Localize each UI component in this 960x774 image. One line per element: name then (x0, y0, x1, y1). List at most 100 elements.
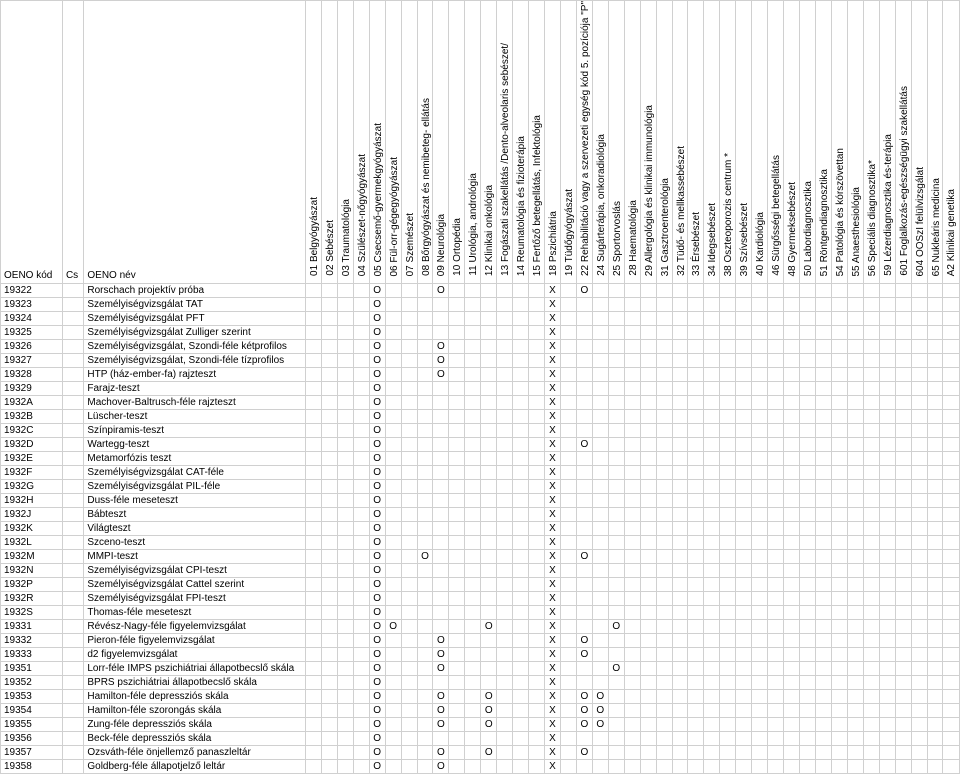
cell-mark[interactable] (305, 676, 321, 690)
cell-code[interactable]: 19354 (1, 704, 63, 718)
cell-mark[interactable] (895, 704, 911, 718)
cell-mark[interactable] (800, 452, 816, 466)
cell-mark[interactable] (481, 410, 497, 424)
cell-mark[interactable] (640, 732, 656, 746)
cell-mark[interactable] (815, 312, 831, 326)
cell-mark[interactable] (640, 340, 656, 354)
cell-mark[interactable] (353, 648, 369, 662)
cell-mark[interactable] (353, 480, 369, 494)
cell-mark[interactable] (752, 340, 768, 354)
cell-mark[interactable] (321, 508, 337, 522)
header-category[interactable]: 25 Sportorvoslás (608, 1, 624, 284)
cell-mark[interactable]: O (433, 718, 449, 732)
cell-mark[interactable] (800, 326, 816, 340)
cell-mark[interactable] (863, 312, 879, 326)
cell-mark[interactable] (895, 522, 911, 536)
cell-mark[interactable] (927, 298, 943, 312)
cell-mark[interactable]: O (433, 354, 449, 368)
header-category[interactable]: 604 OOSzI felülvizsgálat (911, 1, 927, 284)
header-category[interactable]: 18 Pszichiátria (545, 1, 561, 284)
cell-mark[interactable]: O (576, 438, 592, 452)
cell-mark[interactable]: O (369, 746, 385, 760)
cell-mark[interactable] (784, 480, 800, 494)
cell-mark[interactable] (863, 620, 879, 634)
cell-mark[interactable] (831, 480, 847, 494)
cell-code[interactable]: 19355 (1, 718, 63, 732)
cell-mark[interactable] (800, 690, 816, 704)
cell-mark[interactable] (529, 284, 545, 298)
cell-mark[interactable] (560, 438, 576, 452)
cell-mark[interactable] (863, 550, 879, 564)
cell-code[interactable]: 1932C (1, 424, 63, 438)
cell-mark[interactable] (672, 354, 688, 368)
cell-mark[interactable] (305, 732, 321, 746)
cell-mark[interactable] (513, 760, 529, 774)
cell-mark[interactable]: X (545, 634, 561, 648)
cell-mark[interactable]: X (545, 704, 561, 718)
cell-mark[interactable] (465, 676, 481, 690)
cell-mark[interactable] (560, 424, 576, 438)
cell-mark[interactable] (417, 662, 433, 676)
cell-mark[interactable] (752, 648, 768, 662)
cell-mark[interactable] (608, 704, 624, 718)
cell-mark[interactable] (720, 340, 736, 354)
cell-cs[interactable] (62, 564, 83, 578)
cell-cs[interactable] (62, 634, 83, 648)
cell-mark[interactable] (560, 676, 576, 690)
cell-mark[interactable] (465, 564, 481, 578)
cell-code[interactable]: 19356 (1, 732, 63, 746)
cell-mark[interactable] (513, 452, 529, 466)
cell-mark[interactable] (800, 522, 816, 536)
cell-mark[interactable] (688, 564, 704, 578)
cell-name[interactable]: Rorschach projektív próba (84, 284, 306, 298)
cell-mark[interactable] (656, 704, 672, 718)
cell-mark[interactable] (847, 732, 863, 746)
cell-mark[interactable] (768, 480, 784, 494)
cell-mark[interactable] (752, 480, 768, 494)
cell-mark[interactable] (752, 760, 768, 774)
cell-mark[interactable] (768, 676, 784, 690)
cell-mark[interactable] (800, 676, 816, 690)
cell-mark[interactable] (321, 396, 337, 410)
cell-mark[interactable] (385, 634, 401, 648)
cell-mark[interactable] (736, 480, 752, 494)
cell-mark[interactable] (895, 396, 911, 410)
cell-mark[interactable] (624, 396, 640, 410)
cell-mark[interactable] (895, 662, 911, 676)
cell-mark[interactable] (879, 382, 895, 396)
cell-mark[interactable] (895, 564, 911, 578)
cell-mark[interactable] (847, 424, 863, 438)
cell-mark[interactable] (465, 690, 481, 704)
cell-mark[interactable]: X (545, 382, 561, 396)
cell-mark[interactable] (720, 634, 736, 648)
cell-mark[interactable] (656, 634, 672, 648)
cell-mark[interactable] (847, 480, 863, 494)
cell-mark[interactable] (465, 298, 481, 312)
cell-mark[interactable] (305, 718, 321, 732)
cell-mark[interactable] (656, 480, 672, 494)
cell-mark[interactable] (752, 396, 768, 410)
cell-mark[interactable] (784, 620, 800, 634)
header-category[interactable]: 59 Lézerdiagnosztika és-terápia (879, 1, 895, 284)
cell-mark[interactable] (879, 704, 895, 718)
cell-mark[interactable] (305, 634, 321, 648)
cell-mark[interactable] (720, 438, 736, 452)
cell-mark[interactable] (608, 508, 624, 522)
cell-mark[interactable] (576, 620, 592, 634)
cell-mark[interactable] (831, 550, 847, 564)
cell-name[interactable]: Világteszt (84, 522, 306, 536)
cell-mark[interactable] (576, 312, 592, 326)
cell-mark[interactable] (529, 466, 545, 480)
cell-mark[interactable] (672, 662, 688, 676)
cell-mark[interactable] (656, 284, 672, 298)
cell-mark[interactable] (337, 746, 353, 760)
header-category[interactable]: 32 Tüdő- és mellkassebészet (672, 1, 688, 284)
cell-mark[interactable] (385, 480, 401, 494)
cell-mark[interactable] (895, 550, 911, 564)
cell-mark[interactable] (863, 536, 879, 550)
cell-cs[interactable] (62, 410, 83, 424)
cell-mark[interactable] (481, 760, 497, 774)
cell-mark[interactable] (385, 298, 401, 312)
cell-mark[interactable] (608, 410, 624, 424)
cell-mark[interactable] (417, 480, 433, 494)
